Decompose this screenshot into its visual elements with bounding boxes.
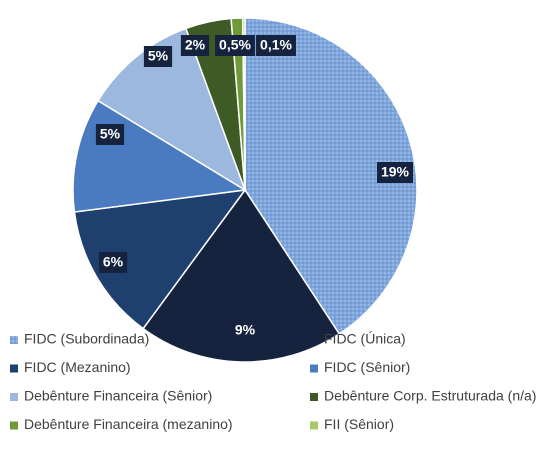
data-label: 5% [148, 48, 169, 64]
legend-swatch [10, 336, 18, 344]
data-label-box [256, 35, 296, 56]
legend-swatch [310, 393, 318, 401]
legend-swatch [310, 364, 318, 373]
data-label: 5% [100, 126, 121, 142]
pie-slice [73, 189, 247, 330]
legend-label: FIDC (Única) [324, 331, 406, 347]
pie-slice [96, 27, 247, 192]
legend-swatch [10, 421, 18, 430]
legend-swatch [310, 336, 318, 344]
legend-label: FII (Sênior) [324, 416, 394, 432]
data-label-box [143, 46, 173, 67]
legend-swatch [10, 393, 18, 401]
data-label: 9% [235, 322, 256, 338]
legend-label: Debênture Corp. Estruturada (n/a) [324, 388, 536, 404]
legend-label: Debênture Financeira (mezanino) [24, 416, 233, 432]
data-label-box [98, 252, 128, 273]
legend-label: FIDC (Subordinada) [24, 331, 149, 347]
data-label-box [376, 162, 414, 183]
data-label: 19% [381, 164, 410, 180]
legend-label: FIDC (Sênior) [324, 359, 410, 375]
legend-swatch [310, 421, 318, 430]
legend-label: Debênture Financeira (Sênior) [24, 388, 212, 404]
data-label-box [230, 320, 260, 341]
data-label: 0,5% [219, 37, 251, 53]
data-label-box [215, 35, 255, 56]
data-label-box [180, 35, 210, 56]
data-label-box [95, 124, 125, 145]
legend-swatch [10, 364, 18, 373]
data-label: 0,1% [260, 37, 292, 53]
legend-label: FIDC (Mezanino) [24, 359, 131, 375]
pie-slice [142, 188, 341, 363]
pie-slice [241, 17, 246, 191]
data-label: 6% [103, 254, 124, 270]
data-label: 2% [185, 37, 206, 53]
